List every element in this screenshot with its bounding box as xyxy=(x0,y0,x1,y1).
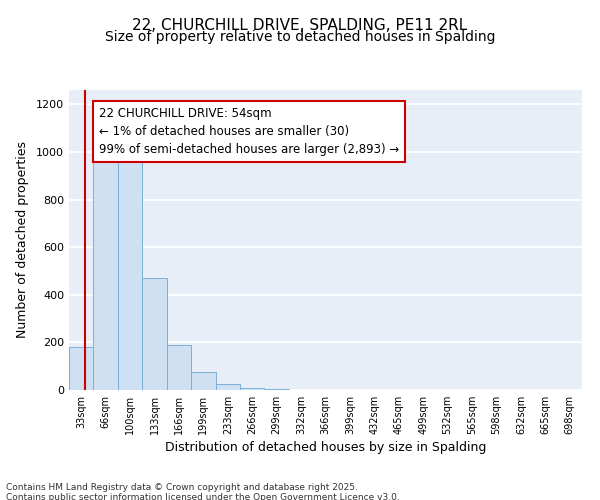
Bar xyxy=(142,278,167,390)
Bar xyxy=(94,159,118,390)
Bar xyxy=(215,384,240,390)
Bar xyxy=(118,152,142,390)
Text: Contains HM Land Registry data © Crown copyright and database right 2025.
Contai: Contains HM Land Registry data © Crown c… xyxy=(6,482,400,500)
Bar xyxy=(191,372,215,390)
Bar xyxy=(240,388,265,390)
Text: 22 CHURCHILL DRIVE: 54sqm
← 1% of detached houses are smaller (30)
99% of semi-d: 22 CHURCHILL DRIVE: 54sqm ← 1% of detach… xyxy=(99,106,399,156)
X-axis label: Distribution of detached houses by size in Spalding: Distribution of detached houses by size … xyxy=(165,441,486,454)
Text: Size of property relative to detached houses in Spalding: Size of property relative to detached ho… xyxy=(105,30,495,44)
Bar xyxy=(265,389,289,390)
Bar xyxy=(69,347,94,390)
Bar xyxy=(167,345,191,390)
Y-axis label: Number of detached properties: Number of detached properties xyxy=(16,142,29,338)
Text: 22, CHURCHILL DRIVE, SPALDING, PE11 2RL: 22, CHURCHILL DRIVE, SPALDING, PE11 2RL xyxy=(133,18,467,32)
